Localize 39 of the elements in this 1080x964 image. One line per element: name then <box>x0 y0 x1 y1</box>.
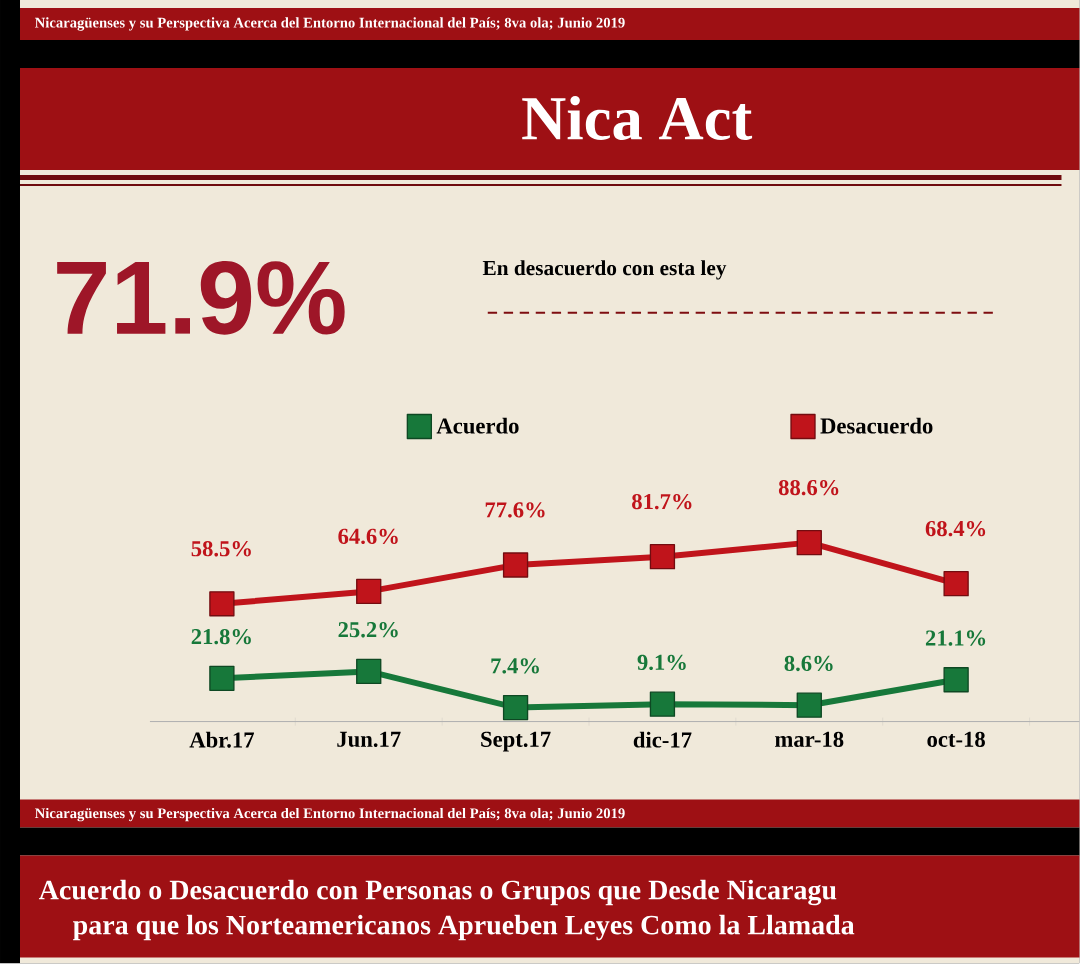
text: En desacuerdo con esta ley <box>482 260 727 280</box>
point <box>943 571 969 597</box>
data-label: 68.4% <box>925 521 986 537</box>
data-label: 8.6% <box>784 655 833 672</box>
point <box>796 530 822 556</box>
data-label: 9.1% <box>637 654 686 671</box>
point <box>502 552 529 578</box>
text: Nicaragüenses y su Perspectiva Acerca del Entorno Internacional del País; 8va ola; Junio 2019 <box>34 808 625 822</box>
point <box>209 591 235 617</box>
point <box>356 659 382 685</box>
x-tick-label: dic-17 <box>633 731 692 748</box>
point <box>943 667 969 693</box>
text: para que los Norteamericanos Aprueben Leyes Como la Llamada <box>73 915 855 941</box>
x-tick-label: Sept.17 <box>481 731 551 752</box>
text: Acuerdo o Desacuerdo con Personas o Grupos que Desde Nicaragu <box>38 879 837 906</box>
data-label: 21.1% <box>925 630 986 646</box>
point <box>649 544 676 570</box>
x-tick-label: Jun.17 <box>337 731 401 748</box>
x-tick-label: Abr.17 <box>189 731 254 748</box>
data-label: 88.6% <box>778 480 839 496</box>
point <box>502 695 529 721</box>
point <box>356 578 382 605</box>
point <box>209 665 235 692</box>
data-label: 25.2% <box>338 622 398 638</box>
data-label: 58.5% <box>191 541 251 557</box>
data-label: 64.6% <box>338 528 398 545</box>
legend-label: Acuerdo <box>436 417 519 434</box>
x-tick-label: oct-18 <box>927 731 985 748</box>
data-label: 77.6% <box>485 502 545 518</box>
point <box>649 691 676 718</box>
x-tick-label: mar-18 <box>775 731 844 748</box>
legend-label: Desacuerdo <box>820 417 933 434</box>
text: 71.9% <box>57 261 345 335</box>
data-label: 21.8% <box>191 629 251 645</box>
data-label: 7.4% <box>491 658 539 674</box>
chart-title: Nica Act <box>522 96 753 141</box>
text: Nicaragüenses y su Perspectiva Acerca del Entorno Internacional del País; 8va ola; Junio 2019 <box>34 17 625 31</box>
point <box>796 692 822 719</box>
data-label: 81.7% <box>632 494 692 510</box>
